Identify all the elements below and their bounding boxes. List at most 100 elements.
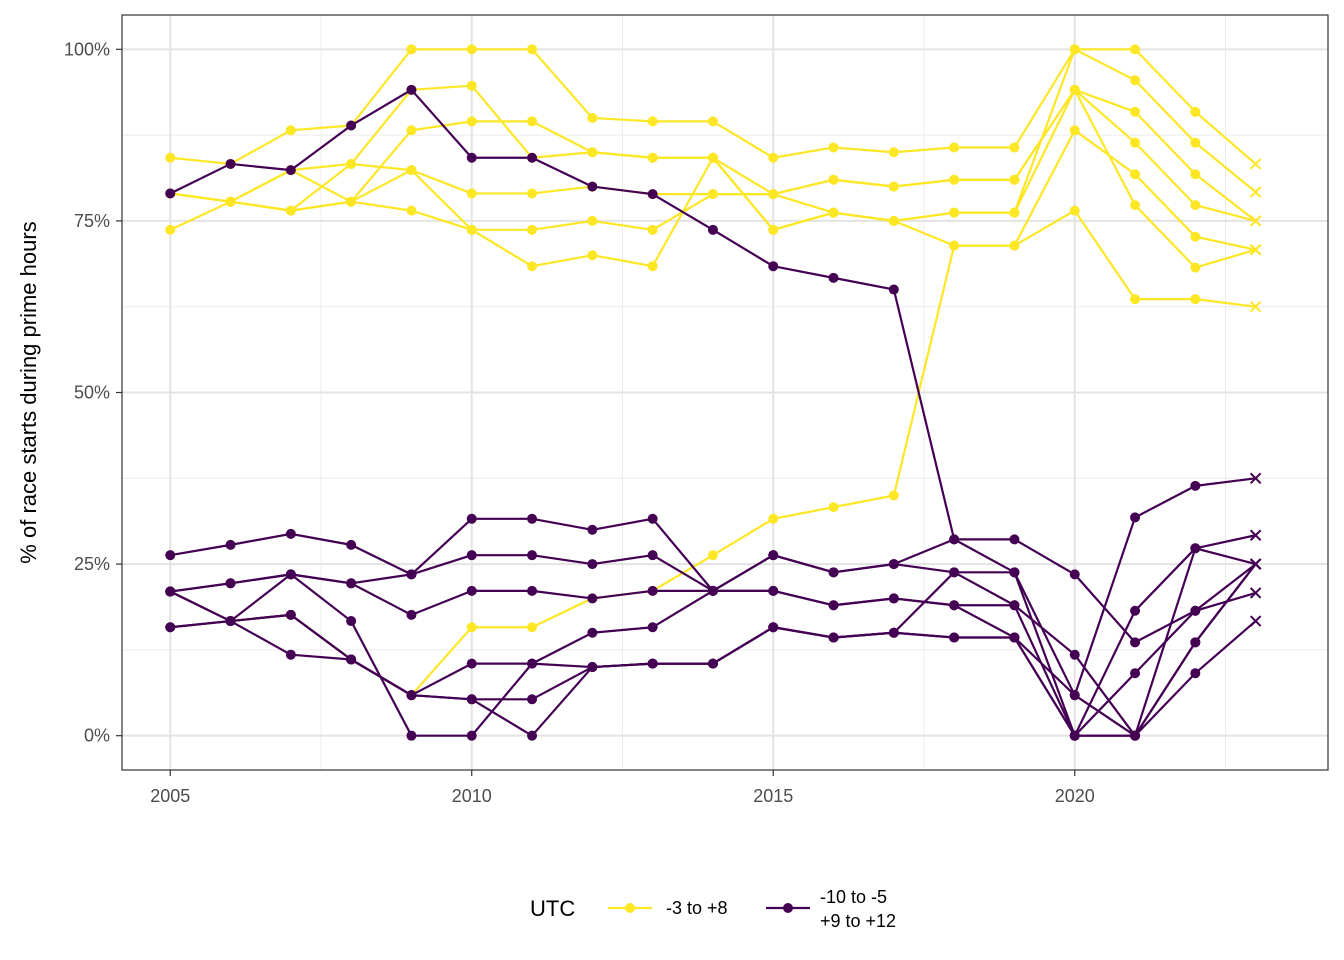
data-point — [1190, 169, 1201, 180]
data-point — [1130, 200, 1141, 211]
data-point-last — [1249, 587, 1262, 599]
data-point — [1190, 262, 1201, 273]
x-tick-label: 2015 — [753, 786, 793, 806]
data-point — [466, 152, 477, 163]
data-point — [1130, 169, 1141, 180]
data-point-last — [1249, 158, 1262, 170]
data-point — [1009, 207, 1020, 218]
data-point — [466, 694, 477, 705]
data-point — [466, 513, 477, 524]
data-point — [647, 116, 658, 127]
data-point — [888, 284, 899, 295]
data-point — [1130, 605, 1141, 616]
data-point — [225, 196, 236, 207]
data-point — [828, 600, 839, 611]
data-point — [949, 534, 960, 545]
data-point — [828, 567, 839, 578]
data-point — [466, 44, 477, 55]
data-point — [768, 189, 779, 200]
legend: UTC -3 to +8 -10 to -5 +9 to +12 — [530, 887, 896, 931]
data-point — [346, 196, 357, 207]
data-point — [466, 80, 477, 91]
data-point-last — [1249, 244, 1262, 256]
data-point — [1190, 605, 1201, 616]
data-point — [1130, 668, 1141, 679]
data-point — [888, 147, 899, 158]
series-layer — [165, 44, 1262, 741]
data-point — [285, 165, 296, 176]
data-point — [466, 585, 477, 596]
data-point — [466, 116, 477, 127]
data-point — [587, 147, 598, 158]
data-point — [527, 513, 538, 524]
data-point-last — [1249, 472, 1262, 485]
y-tick-label: 0% — [84, 726, 110, 746]
data-point — [527, 694, 538, 705]
data-point — [768, 261, 779, 272]
data-point — [828, 207, 839, 218]
data-point — [587, 250, 598, 261]
data-point — [527, 224, 538, 235]
data-point — [1190, 137, 1201, 148]
data-point — [527, 585, 538, 596]
data-point — [1009, 534, 1020, 545]
data-point — [285, 649, 296, 660]
data-point — [647, 550, 658, 561]
data-point — [949, 207, 960, 218]
legend-label: -10 to -5 — [820, 887, 887, 907]
data-point — [768, 224, 779, 235]
data-point — [346, 578, 357, 589]
data-point — [949, 600, 960, 611]
data-point — [1009, 632, 1020, 643]
data-point — [225, 616, 236, 627]
data-point — [647, 261, 658, 272]
data-point — [1069, 569, 1080, 580]
data-point — [647, 152, 658, 163]
data-point-last — [1249, 529, 1262, 541]
data-point — [285, 125, 296, 136]
data-point — [768, 152, 779, 163]
data-point — [1130, 137, 1141, 148]
data-point-last — [1249, 215, 1262, 227]
data-point — [828, 142, 839, 153]
data-point — [888, 627, 899, 638]
data-point — [1130, 44, 1141, 55]
data-point — [1190, 200, 1201, 211]
data-point — [587, 662, 598, 673]
data-point — [949, 142, 960, 153]
data-point — [406, 690, 417, 701]
data-point — [1009, 142, 1020, 153]
data-point — [1069, 84, 1080, 95]
data-point — [1009, 174, 1020, 185]
data-point — [949, 632, 960, 643]
data-point — [587, 627, 598, 638]
data-point-last — [1249, 558, 1262, 570]
data-point-last — [1249, 300, 1262, 313]
data-point — [165, 224, 176, 235]
data-point — [527, 261, 538, 272]
data-point — [527, 116, 538, 127]
data-point — [1009, 567, 1020, 578]
data-point — [165, 188, 176, 199]
data-point — [888, 215, 899, 226]
data-point — [647, 189, 658, 200]
data-point — [1190, 637, 1201, 648]
data-point — [888, 593, 899, 604]
data-point — [707, 550, 718, 561]
data-point — [1069, 690, 1080, 701]
data-point — [406, 205, 417, 216]
data-point — [406, 730, 417, 741]
data-point — [828, 174, 839, 185]
data-point — [527, 622, 538, 633]
data-point — [1130, 637, 1141, 648]
data-point — [527, 550, 538, 561]
data-point — [346, 616, 357, 627]
data-point — [225, 158, 236, 169]
data-point — [285, 569, 296, 580]
y-tick-label: 50% — [74, 383, 110, 403]
data-point — [1009, 600, 1020, 611]
y-tick-label: 75% — [74, 211, 110, 231]
data-point — [888, 559, 899, 570]
data-point — [466, 658, 477, 669]
data-point — [406, 165, 417, 176]
